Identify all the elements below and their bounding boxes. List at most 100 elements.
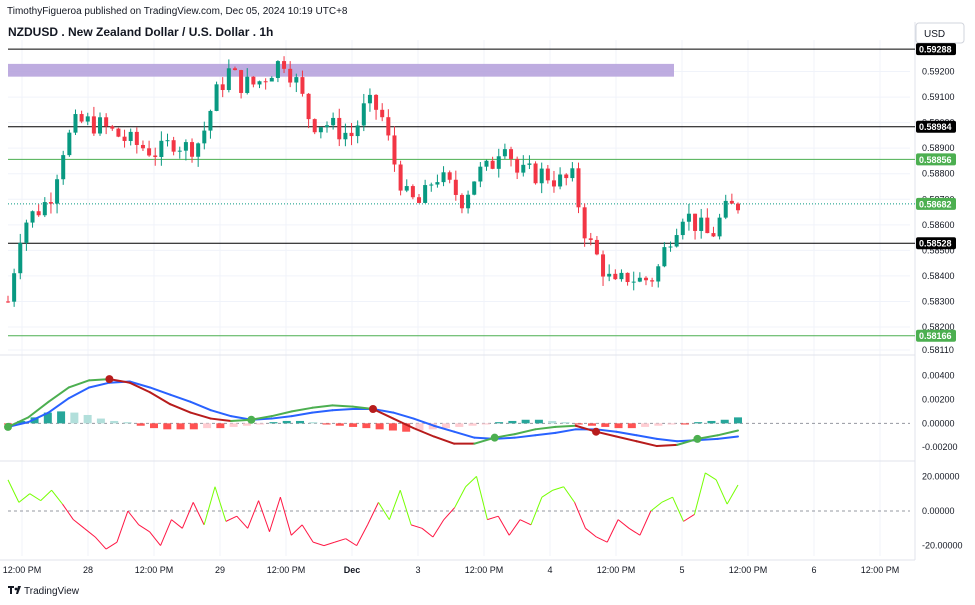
macd-tick-label: 0.00400 (922, 371, 955, 381)
candle-body (196, 143, 201, 157)
candle-body (717, 217, 722, 237)
macd-signal-line (513, 434, 537, 439)
candle-body (349, 132, 354, 137)
candle-body (398, 164, 403, 191)
candle-body (55, 179, 60, 204)
candle-body (392, 135, 397, 165)
macd-cross-marker (4, 422, 12, 431)
candle-body (588, 238, 593, 240)
oscillator-line-segment (94, 536, 107, 550)
candle-body (472, 181, 477, 195)
macd-histogram-bar (83, 414, 92, 424)
candle-body (545, 168, 550, 181)
candle-body (343, 132, 348, 140)
candle-body (294, 77, 299, 83)
price-label: 0.58166 (919, 331, 952, 341)
macd-signal-line (88, 381, 111, 389)
candle-body (680, 221, 685, 236)
macd-line (392, 417, 415, 430)
candle-body (208, 110, 213, 131)
macd-signal-line (392, 411, 415, 420)
supply-zone (8, 63, 674, 77)
candle-body (539, 168, 544, 184)
tradingview-logo[interactable]: TradingView (8, 586, 80, 597)
currency-label: USD (924, 29, 945, 40)
macd-signal-line (67, 386, 91, 400)
price-tick-label: 0.58300 (922, 296, 955, 306)
candle-body (324, 125, 329, 128)
macd-signal-line (290, 411, 314, 418)
macd-signal-line (635, 434, 658, 440)
candle-body (79, 114, 84, 122)
time-tick-label: 12:00 PM (3, 565, 42, 575)
oscillator-line-segment (73, 519, 85, 529)
price-tick-label: 0.58800 (922, 169, 955, 179)
oscillator-line-segment (29, 493, 41, 502)
currency-selector[interactable]: USD (915, 22, 965, 44)
macd-histogram-bar (734, 417, 742, 424)
macd-histogram-bar (680, 423, 689, 425)
macd-signal-line (615, 430, 638, 437)
macd-histogram-bar (150, 423, 158, 429)
candle-body (533, 163, 538, 184)
macd-line (615, 435, 638, 443)
candle-body (251, 76, 256, 85)
candle-body (625, 272, 630, 283)
candle-body (459, 194, 464, 209)
macd-histogram-bar (282, 420, 291, 424)
macd-histogram-bar (495, 422, 504, 424)
time-tick-label: 29 (215, 565, 225, 575)
macd-pane[interactable] (4, 375, 910, 448)
candle-body (128, 131, 133, 141)
candle-body (441, 172, 446, 183)
candle-body (484, 160, 489, 167)
macd-histogram-bar (163, 423, 172, 430)
macd-histogram-bar (296, 420, 304, 424)
oscillator-line-segment (127, 510, 140, 526)
oscillator-line-segment (203, 486, 216, 525)
time-tick-label: 4 (547, 565, 552, 575)
macd-line (27, 400, 50, 419)
oscillator-pane[interactable] (7, 472, 910, 550)
candle-body (386, 117, 391, 136)
time-tick-label: 28 (83, 565, 93, 575)
macd-line (534, 425, 557, 431)
oscillator-line-segment (574, 502, 586, 529)
candle-body (159, 140, 164, 157)
macd-histogram-bar (269, 422, 278, 424)
candle-body (147, 148, 152, 156)
macd-signal-line (128, 380, 151, 389)
candle-body (619, 272, 624, 280)
macd-signal-line (655, 437, 679, 443)
oscillator-line-segment (83, 527, 96, 538)
candle-body (662, 247, 667, 267)
candle-body (226, 68, 231, 91)
price-label-box (916, 43, 956, 56)
price-tick-label: 0.58200 (922, 322, 955, 332)
candle-body (515, 158, 520, 173)
oscillator-line-segment (454, 486, 467, 508)
macd-histogram-bar (242, 423, 251, 426)
macd-tick-label: -0.00200 (922, 442, 958, 452)
macd-histogram-bar (256, 423, 265, 425)
macd-histogram-bar (574, 423, 583, 425)
macd-signal-line (47, 397, 70, 414)
macd-histogram-bar (561, 422, 570, 424)
candle-body (337, 117, 342, 140)
price-pane[interactable] (6, 48, 915, 337)
candle-body (447, 172, 452, 180)
oscillator-line-segment (650, 501, 663, 512)
oscillator-line-segment (552, 486, 564, 491)
macd-line (432, 435, 456, 445)
price-tick-label: 0.58600 (922, 220, 955, 230)
candle-body (380, 109, 385, 118)
macd-histogram-bar (96, 418, 105, 424)
candle-body (699, 217, 704, 231)
oscillator-line-segment (628, 527, 641, 536)
macd-histogram-bar (17, 420, 26, 424)
candle-body (576, 168, 581, 208)
macd-histogram-bar (335, 423, 344, 426)
oscillator-line-segment (705, 472, 717, 481)
macd-line (513, 428, 537, 436)
